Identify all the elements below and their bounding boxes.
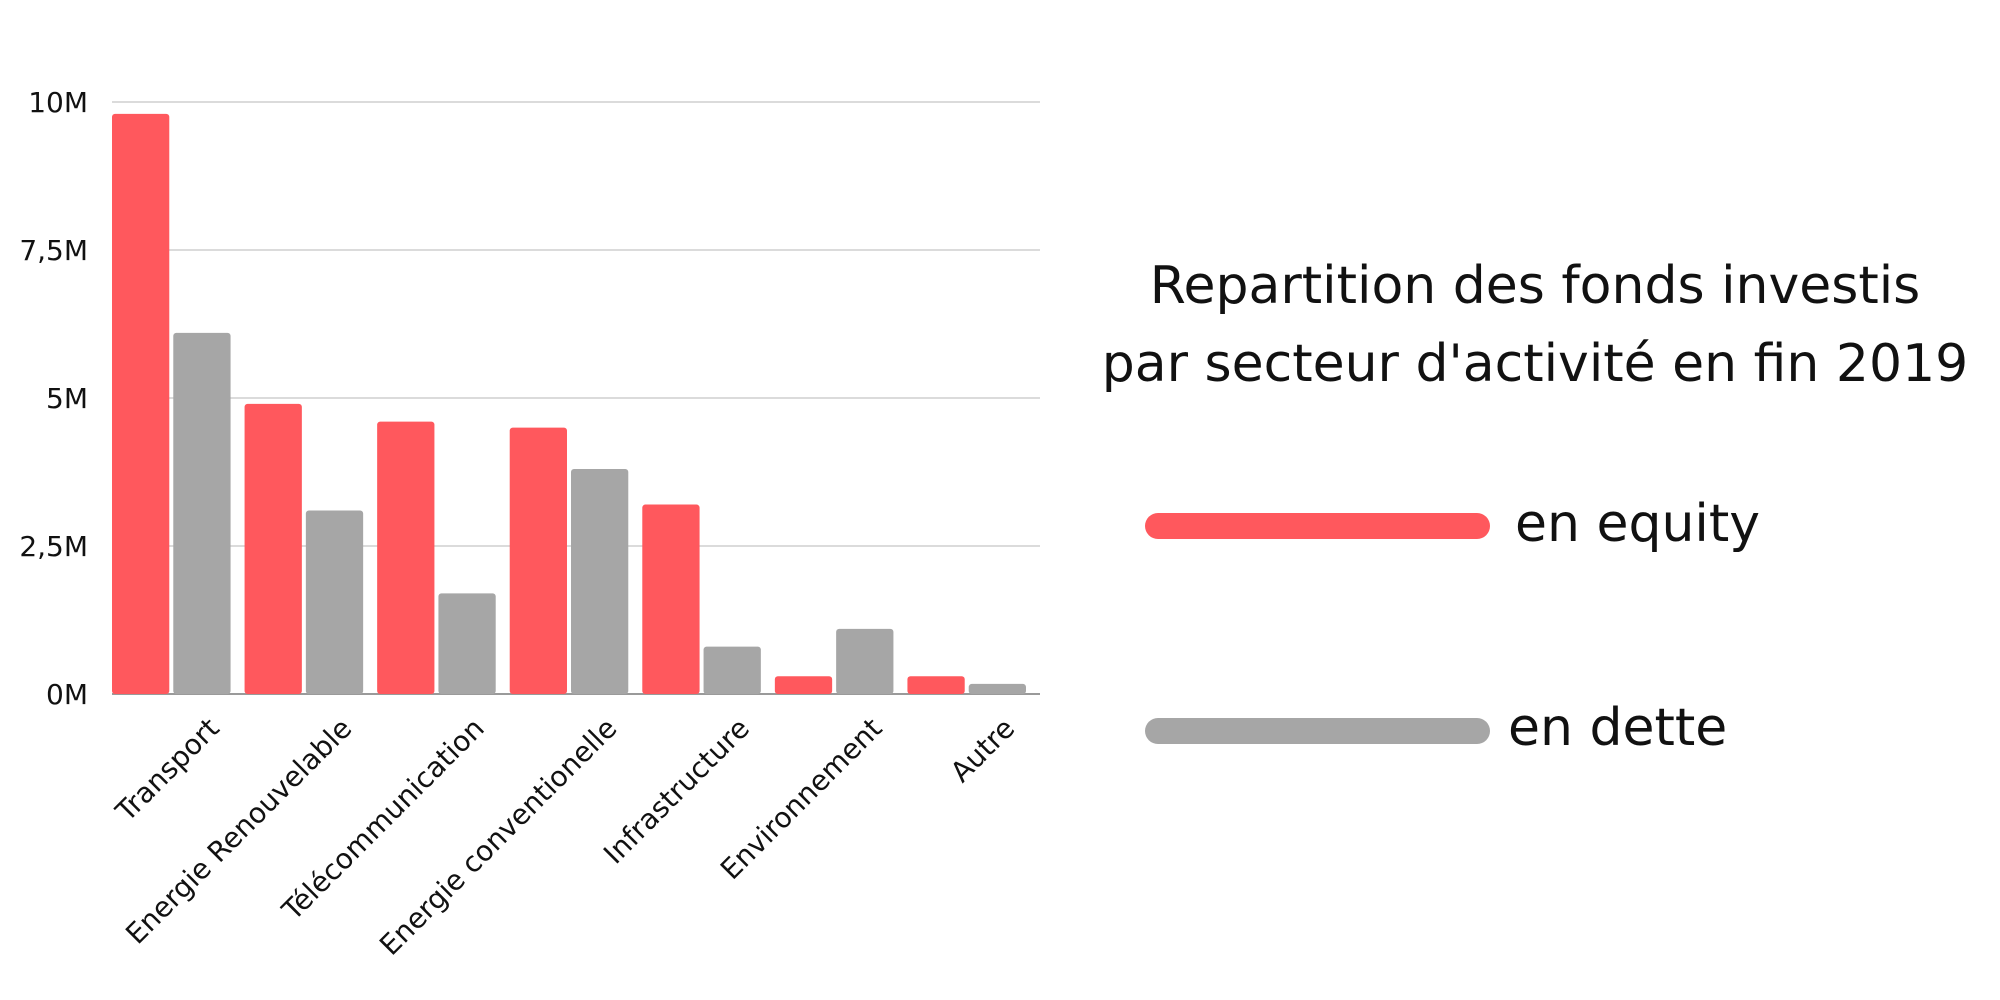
y-tick-label: 2,5M (19, 530, 88, 563)
y-tick-label: 10M (28, 86, 88, 119)
bar-equity (377, 421, 435, 694)
legend-label-dette: en dette (1508, 698, 1728, 758)
x-tick-label: Energie Renouvelable (119, 712, 358, 951)
bar-equity (642, 504, 700, 694)
legend-label-equity: en equity (1515, 494, 1761, 554)
bar-equity (509, 427, 567, 694)
bar-equity (244, 403, 302, 694)
y-tick-label: 0M (46, 678, 88, 711)
x-tick-label: Autre (944, 712, 1021, 789)
y-tick-label: 7,5M (19, 234, 88, 267)
bar-dette (173, 332, 231, 694)
legend-swatch-equity (1145, 513, 1490, 539)
chart-title-line-2: par secteur d'activité en fin 2019 (1101, 334, 1969, 394)
y-axis-ticks: 0M 2,5M 5M 7,5M 10M (19, 86, 88, 711)
bar-equity (907, 676, 965, 694)
bar-dette (571, 469, 629, 694)
bars (112, 113, 1026, 695)
chart-title-line-1: Repartition des fonds investis (1149, 256, 1921, 316)
x-tick-label: Transport (109, 712, 226, 829)
bar-dette (438, 593, 496, 694)
bar-equity (112, 113, 170, 695)
bar-dette (968, 683, 1026, 694)
bar-equity (774, 676, 833, 694)
bar-dette (305, 510, 364, 694)
bar-dette (836, 628, 894, 694)
bar-dette (703, 646, 761, 694)
x-tick-label: Energie conventionelle (373, 712, 623, 962)
legend-swatch-dette (1145, 718, 1490, 744)
y-tick-label: 5M (46, 382, 88, 415)
